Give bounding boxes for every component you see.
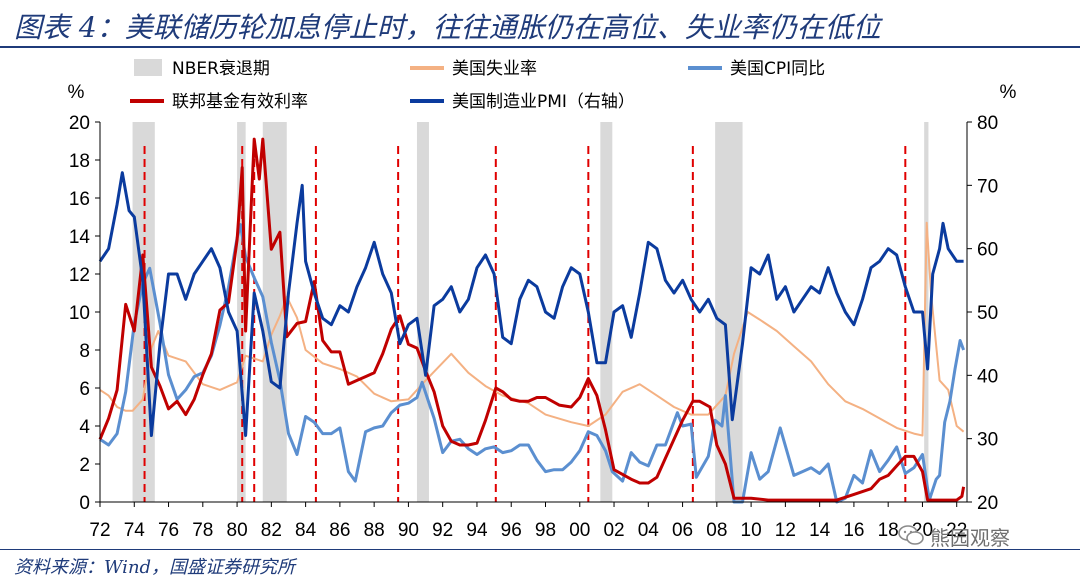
right-tick-label: 50: [977, 303, 998, 324]
watermark-text: 熊园观察: [930, 526, 1010, 550]
legend-label-cpi: 美国CPI同比: [730, 59, 825, 79]
x-tick-label: 98: [535, 520, 556, 541]
source-divider: [0, 549, 1080, 550]
x-tick-label: 92: [432, 520, 453, 541]
x-tick-label: 10: [741, 520, 762, 541]
recession-band: [924, 122, 929, 502]
recession-band: [237, 122, 246, 502]
x-tick-label: 84: [295, 520, 317, 541]
x-tick-label: 82: [261, 520, 282, 541]
x-tick-label: 08: [706, 520, 727, 541]
x-tick-label: 90: [398, 520, 419, 541]
left-axis-unit: %: [68, 82, 85, 103]
x-tick-label: 88: [364, 520, 385, 541]
x-tick-label: 94: [466, 520, 488, 541]
right-tick-label: 40: [977, 366, 998, 387]
x-tick-label: 80: [227, 520, 248, 541]
right-tick-label: 70: [977, 176, 998, 197]
x-tick-label: 18: [878, 520, 899, 541]
series-line-fed-funds: [98, 137, 966, 502]
x-tick-label: 04: [638, 520, 660, 541]
left-tick-label: 16: [69, 189, 90, 210]
recession-band: [600, 122, 613, 502]
title-divider: [0, 46, 1080, 48]
left-tick-label: 14: [69, 227, 91, 248]
x-tick-label: 00: [569, 520, 590, 541]
x-tick-label: 74: [124, 520, 146, 541]
x-tick-label: 78: [192, 520, 213, 541]
right-tick-label: 30: [977, 430, 998, 451]
left-tick-label: 8: [79, 341, 90, 362]
right-tick-label: 20: [977, 493, 998, 514]
legend-label-recession: NBER衰退期: [172, 59, 270, 79]
x-tick-label: 14: [809, 520, 831, 541]
series-line-cpi: [99, 223, 966, 504]
x-tick-label: 16: [843, 520, 864, 541]
left-tick-label: 6: [79, 379, 90, 400]
left-tick-label: 4: [79, 417, 90, 438]
x-tick-label: 12: [775, 520, 796, 541]
left-tick-label: 12: [69, 265, 90, 286]
left-tick-label: 18: [69, 151, 90, 172]
x-tick-label: 76: [158, 520, 179, 541]
series-line-unemployment: [99, 221, 965, 437]
left-tick-label: 10: [69, 303, 90, 324]
right-axis-unit: %: [1000, 82, 1017, 103]
x-tick-label: 06: [672, 520, 693, 541]
left-tick-label: 20: [69, 113, 90, 134]
left-tick-label: 0: [79, 493, 90, 514]
recession-band: [416, 122, 429, 502]
wechat-icon: [898, 525, 924, 545]
legend-label-fed-funds: 联邦基金有效利率: [172, 92, 308, 112]
x-tick-label: 72: [89, 520, 110, 541]
right-tick-label: 80: [977, 113, 998, 134]
source-note: 资料来源：Wind，国盛证券研究所: [14, 557, 296, 578]
x-tick-label: 02: [603, 520, 624, 541]
left-tick-label: 2: [79, 455, 90, 476]
x-tick-label: 86: [329, 520, 350, 541]
legend-swatch-recession: [134, 59, 162, 76]
legend-label-unemployment: 美国失业率: [452, 59, 537, 79]
right-tick-label: 60: [977, 240, 998, 261]
x-tick-label: 96: [501, 520, 522, 541]
x-tick-label: 22: [946, 520, 967, 541]
series-line-pmi: [98, 171, 964, 437]
figure-title: 图表 4：美联储历轮加息停止时，往往通胀仍在高位、失业率仍在低位: [14, 11, 881, 44]
legend-label-pmi: 美国制造业PMI（右轴）: [452, 92, 635, 112]
